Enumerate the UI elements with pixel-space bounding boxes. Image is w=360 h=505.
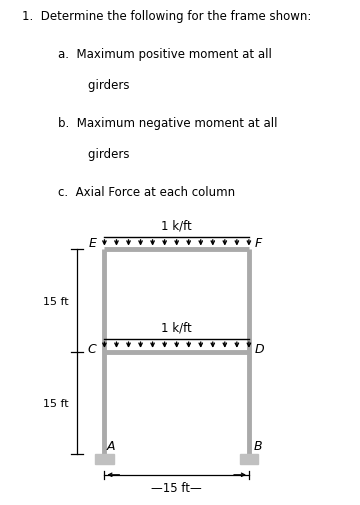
- Text: —15 ft—: —15 ft—: [151, 481, 202, 494]
- Text: girders: girders: [58, 79, 129, 91]
- Text: F: F: [254, 236, 261, 249]
- Text: 15 ft: 15 ft: [43, 296, 69, 306]
- Bar: [95, 454, 114, 464]
- Text: 1 k/ft: 1 k/ft: [161, 219, 192, 232]
- Text: B: B: [253, 439, 262, 452]
- Text: girders: girders: [58, 148, 129, 161]
- Text: 15 ft: 15 ft: [43, 398, 69, 408]
- Text: D: D: [254, 343, 264, 356]
- Text: a.  Maximum positive moment at all: a. Maximum positive moment at all: [58, 47, 271, 61]
- Text: C: C: [88, 343, 96, 356]
- Text: 1 k/ft: 1 k/ft: [161, 321, 192, 334]
- Text: c.  Axial Force at each column: c. Axial Force at each column: [58, 186, 235, 199]
- Text: A: A: [106, 439, 115, 452]
- Text: 1.  Determine the following for the frame shown:: 1. Determine the following for the frame…: [22, 10, 311, 23]
- Text: b.  Maximum negative moment at all: b. Maximum negative moment at all: [58, 117, 277, 130]
- Bar: [239, 454, 258, 464]
- Text: E: E: [89, 236, 96, 249]
